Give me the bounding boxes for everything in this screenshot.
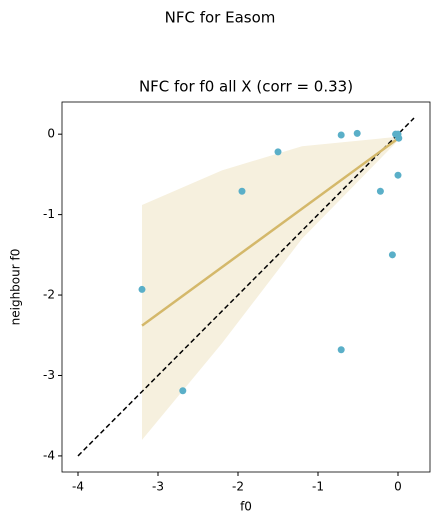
- x-tick-label: -2: [232, 480, 244, 494]
- plot-frame: [61, 101, 431, 473]
- point: [179, 387, 187, 395]
- x-tick-label: -4: [72, 480, 84, 494]
- y-tick-label: 0: [47, 127, 55, 141]
- point: [138, 285, 146, 293]
- chart-title: NFC for f0 all X (corr = 0.33): [139, 78, 353, 96]
- y-tick-label: -4: [43, 448, 55, 462]
- point: [353, 129, 361, 137]
- x-tick-label: -3: [152, 480, 164, 494]
- confidence-band: [142, 136, 400, 440]
- y-tick-label: -1: [43, 207, 55, 221]
- point: [394, 130, 402, 138]
- y-axis-label: neighbour f0: [9, 249, 23, 326]
- point: [238, 187, 246, 195]
- point: [337, 346, 345, 354]
- x-tick-label: 0: [394, 480, 402, 494]
- x-axis-label: f0: [240, 500, 252, 514]
- point: [337, 131, 345, 139]
- point: [376, 187, 384, 195]
- y-tick-label: -2: [43, 288, 55, 302]
- point: [388, 251, 396, 259]
- point: [394, 171, 402, 179]
- regression-line: [141, 136, 401, 327]
- suptitle: NFC for Easom: [165, 9, 276, 27]
- point: [274, 148, 282, 156]
- x-tick-label: -1: [312, 480, 324, 494]
- y-tick-label: -3: [43, 368, 55, 382]
